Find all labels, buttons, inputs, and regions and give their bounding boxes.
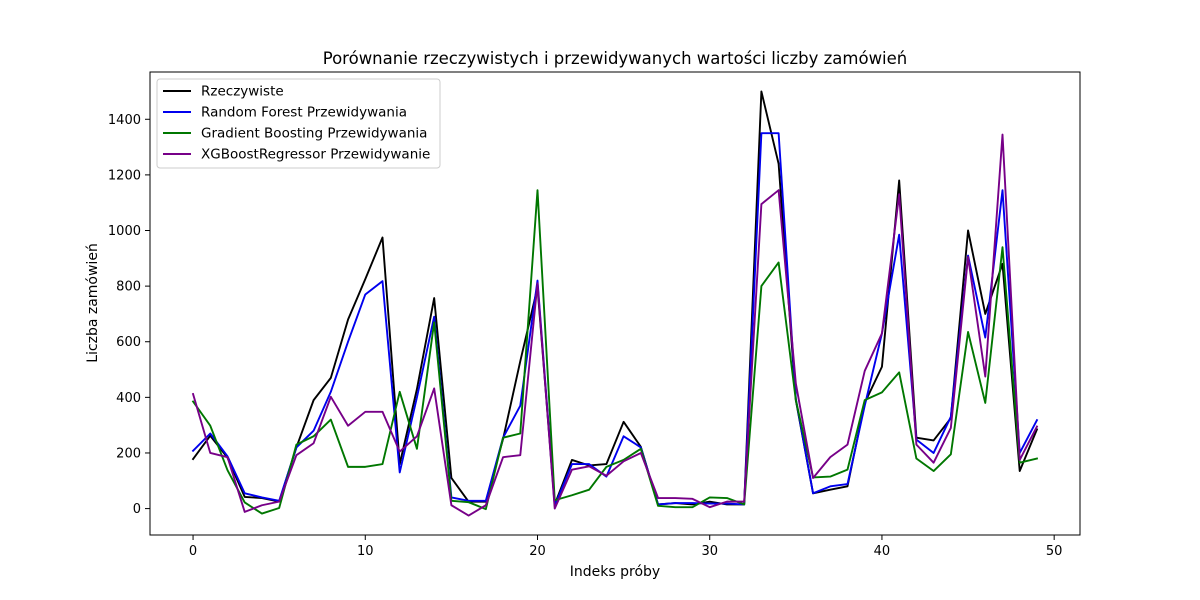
legend-label-3: Gradient Boosting Przewidywania bbox=[201, 126, 427, 142]
y-tick-label: 600 bbox=[116, 335, 141, 350]
series-line-2 bbox=[191, 132, 1039, 507]
x-tick-label: 0 bbox=[189, 544, 197, 559]
legend-label-2: Random Forest Przewidywania bbox=[201, 105, 407, 121]
x-axis: 0 10 20 30 40 50 bbox=[189, 535, 1063, 559]
plot-frame bbox=[149, 71, 1081, 536]
x-tick-label: 50 bbox=[1046, 544, 1063, 559]
x-axis-label: Indeks próby bbox=[570, 564, 660, 580]
y-axis: 0 200 400 600 800 1000 1200 1400 bbox=[108, 113, 150, 517]
series-line-3 bbox=[191, 189, 1039, 515]
y-tick-label: 400 bbox=[116, 391, 141, 406]
series-line-4 bbox=[191, 133, 1039, 517]
y-axis-label: Liczba zamówień bbox=[85, 243, 101, 363]
x-tick-label: 30 bbox=[701, 544, 718, 559]
legend-box bbox=[156, 78, 441, 169]
y-tick-label: 200 bbox=[116, 446, 141, 461]
series-layer bbox=[191, 90, 1039, 517]
y-tick-label: 800 bbox=[116, 280, 141, 295]
y-tick-label: 1000 bbox=[108, 224, 141, 239]
y-tick-label: 1400 bbox=[108, 113, 141, 128]
legend-label-4: XGBoostRegressor Przewidywanie bbox=[201, 147, 430, 163]
x-tick-label: 10 bbox=[357, 544, 374, 559]
legend: Rzeczywiste Random Forest Przewidywania Gr… bbox=[156, 78, 441, 169]
legend-label-1: Rzeczywiste bbox=[201, 84, 284, 100]
y-tick-label: 1200 bbox=[108, 168, 141, 183]
x-tick-label: 40 bbox=[874, 544, 891, 559]
y-tick-label: 0 bbox=[133, 502, 141, 517]
chart-title: Porównanie rzeczywistych i przewidywanyc… bbox=[323, 49, 908, 68]
x-tick-label: 20 bbox=[529, 544, 546, 559]
